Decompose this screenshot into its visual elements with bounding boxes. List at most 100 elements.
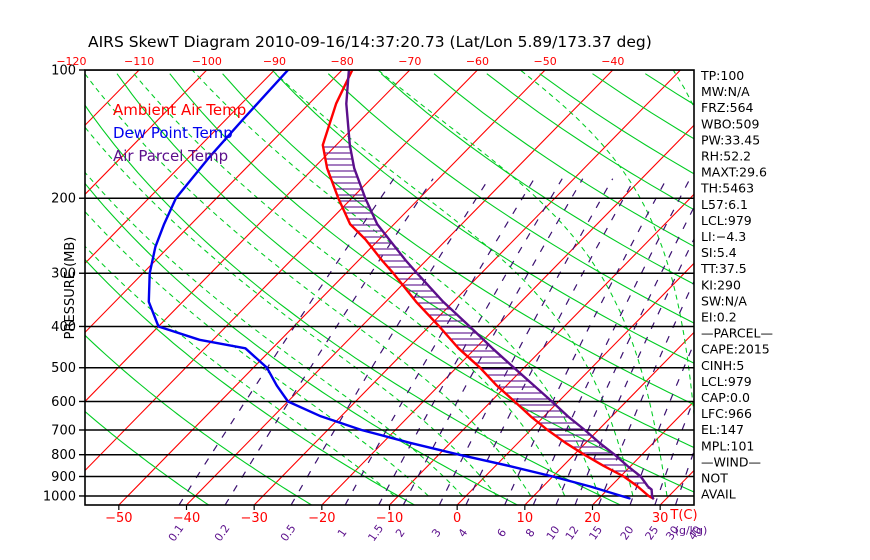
dry-adiabat-line <box>275 73 694 364</box>
index-cinh-19: CINH:5 <box>701 358 744 373</box>
temperature-tick-label: −20 <box>308 511 335 526</box>
index-sw-15: SW:N/A <box>701 293 747 308</box>
index-wbo-4: WBO:509 <box>701 116 759 131</box>
index-rh-6: RH:52.2 <box>701 149 751 164</box>
index-lfc-22: LFC:966 <box>701 406 752 421</box>
index-parcel-17: —PARCEL— <box>701 326 773 341</box>
temperature-tick-label: 30 <box>652 511 669 526</box>
dry-adiabat-line <box>380 73 694 285</box>
dry-adiabat-line <box>116 73 694 493</box>
bottom-temperature-axis: −50 −40 −30 −20 −10 0 10 20 30 <box>105 505 668 526</box>
index-ki-14: KI:290 <box>701 277 741 292</box>
index-tp-1: TP:100 <box>700 68 744 83</box>
isotherm-line <box>85 70 275 265</box>
cape-shaded-area <box>322 145 652 490</box>
index-pw-5: PW:33.45 <box>701 132 760 147</box>
mixing-ratio-lines <box>178 178 694 505</box>
dry-adiabat-line <box>85 182 518 505</box>
index-wind-25: —WIND— <box>701 454 761 469</box>
pressure-axis: 100 200 300 400 500 600 700 800 900 1000 <box>43 64 85 504</box>
index-li-11: LI:−4.3 <box>701 229 746 244</box>
mixing-ratio-line <box>465 178 636 505</box>
pressure-tick-label: 1000 <box>43 489 76 504</box>
index-tt-13: TT:37.5 <box>700 261 747 276</box>
top-temperature-tick-label: −70 <box>398 55 421 68</box>
temperature-tick-label: −40 <box>173 511 200 526</box>
index-mpl-24: MPL:101 <box>701 438 754 453</box>
dry-adiabat-line <box>169 73 694 449</box>
index-si-12: SI:5.4 <box>701 245 737 260</box>
index-cap-21: CAP:0.0 <box>701 390 750 405</box>
temperature-tick-label: −50 <box>105 511 132 526</box>
mixing-ratio-line <box>378 178 563 505</box>
top-temperature-tick-label: −120 <box>56 55 86 68</box>
top-temperature-tick-label: −50 <box>534 55 557 68</box>
moist-adiabat-line <box>85 171 463 497</box>
index-cape-18: CAPE:2015 <box>701 342 770 357</box>
page-title: AIRS SkewT Diagram 2010-09-16/14:37:20.7… <box>88 33 652 51</box>
temperature-tick-label: −30 <box>240 511 267 526</box>
dry-adiabat-line <box>85 104 621 505</box>
index-frz-3: FRZ:564 <box>701 100 754 115</box>
moist-adiabat-line <box>130 70 566 497</box>
mixing-ratio-line <box>290 178 490 505</box>
top-temperature-tick-label: −90 <box>263 55 286 68</box>
index-avail-27: AVAIL <box>701 487 736 502</box>
legend: Ambient Air Temp Dew Point Temp Air Parcel… <box>113 101 246 165</box>
top-temperature-tick-label: −40 <box>601 55 624 68</box>
dry-adiabat-line <box>486 73 694 211</box>
isotherm-line <box>186 70 614 505</box>
dry-adiabat-line <box>222 73 694 406</box>
pressure-tick-label: 700 <box>51 423 76 438</box>
top-temperature-tick-label: −80 <box>331 55 354 68</box>
pressure-tick-label: 300 <box>51 267 76 282</box>
dry-adiabat-line <box>85 410 210 505</box>
isobar-lines <box>85 70 694 497</box>
pressure-tick-label: 900 <box>51 470 76 485</box>
mixing-ratio-line <box>402 178 584 505</box>
legend-item-3: Air Parcel Temp <box>113 147 228 165</box>
isotherm-line <box>389 193 694 505</box>
sounding-curve <box>147 70 631 500</box>
pressure-tick-label: 600 <box>51 395 76 410</box>
index-l57-9: L57:6.1 <box>701 197 748 212</box>
pressure-tick-label: 400 <box>51 320 76 335</box>
dry-adiabat-line <box>433 73 694 247</box>
isotherm-line <box>524 331 694 505</box>
dry-adiabat-line <box>327 73 694 324</box>
isotherm-line <box>85 70 343 334</box>
moist-adiabat-line <box>85 210 429 497</box>
sounding-curves <box>147 70 655 500</box>
legend-item-1: Ambient Air Temp <box>113 101 246 119</box>
sounding-curve <box>321 70 655 500</box>
temperature-tick-label: 0 <box>453 511 461 526</box>
cape-region <box>322 145 652 490</box>
pressure-tick-label: 100 <box>51 64 76 79</box>
top-temperature-tick-label: −110 <box>124 55 154 68</box>
sounding-curve <box>345 70 655 500</box>
pressure-tick-label: 500 <box>51 361 76 376</box>
mixing-ratio-line <box>178 178 395 505</box>
pressure-axis-label: PRESSURE (MB) <box>63 237 78 340</box>
index-not-26: NOT <box>701 471 728 486</box>
legend-item-2: Dew Point Temp <box>113 124 233 142</box>
isotherm-line <box>85 70 411 403</box>
moist-adiabat-line <box>85 245 395 497</box>
moist-adiabat-line <box>519 70 694 421</box>
temperature-tick-label: 20 <box>584 511 601 526</box>
moist-adiabat-line <box>85 126 498 497</box>
mixing-ratio-line <box>438 178 614 505</box>
mixing-ratio-line <box>504 178 668 505</box>
index-ei-16: EI:0.2 <box>701 310 737 325</box>
temperature-tick-label: 10 <box>517 511 534 526</box>
index-mw-2: MW:N/A <box>701 84 750 99</box>
isotherm-line <box>592 400 694 505</box>
temperature-tick-label: −10 <box>376 511 403 526</box>
isotherm-line <box>253 70 681 505</box>
mixing-ratio-axis-label: (g/kg) <box>675 524 708 537</box>
pressure-tick-label: 800 <box>51 448 76 463</box>
top-temperature-axis: −120 −110 −100 −90 −80 −70 −60 −50 −40 <box>56 55 624 68</box>
